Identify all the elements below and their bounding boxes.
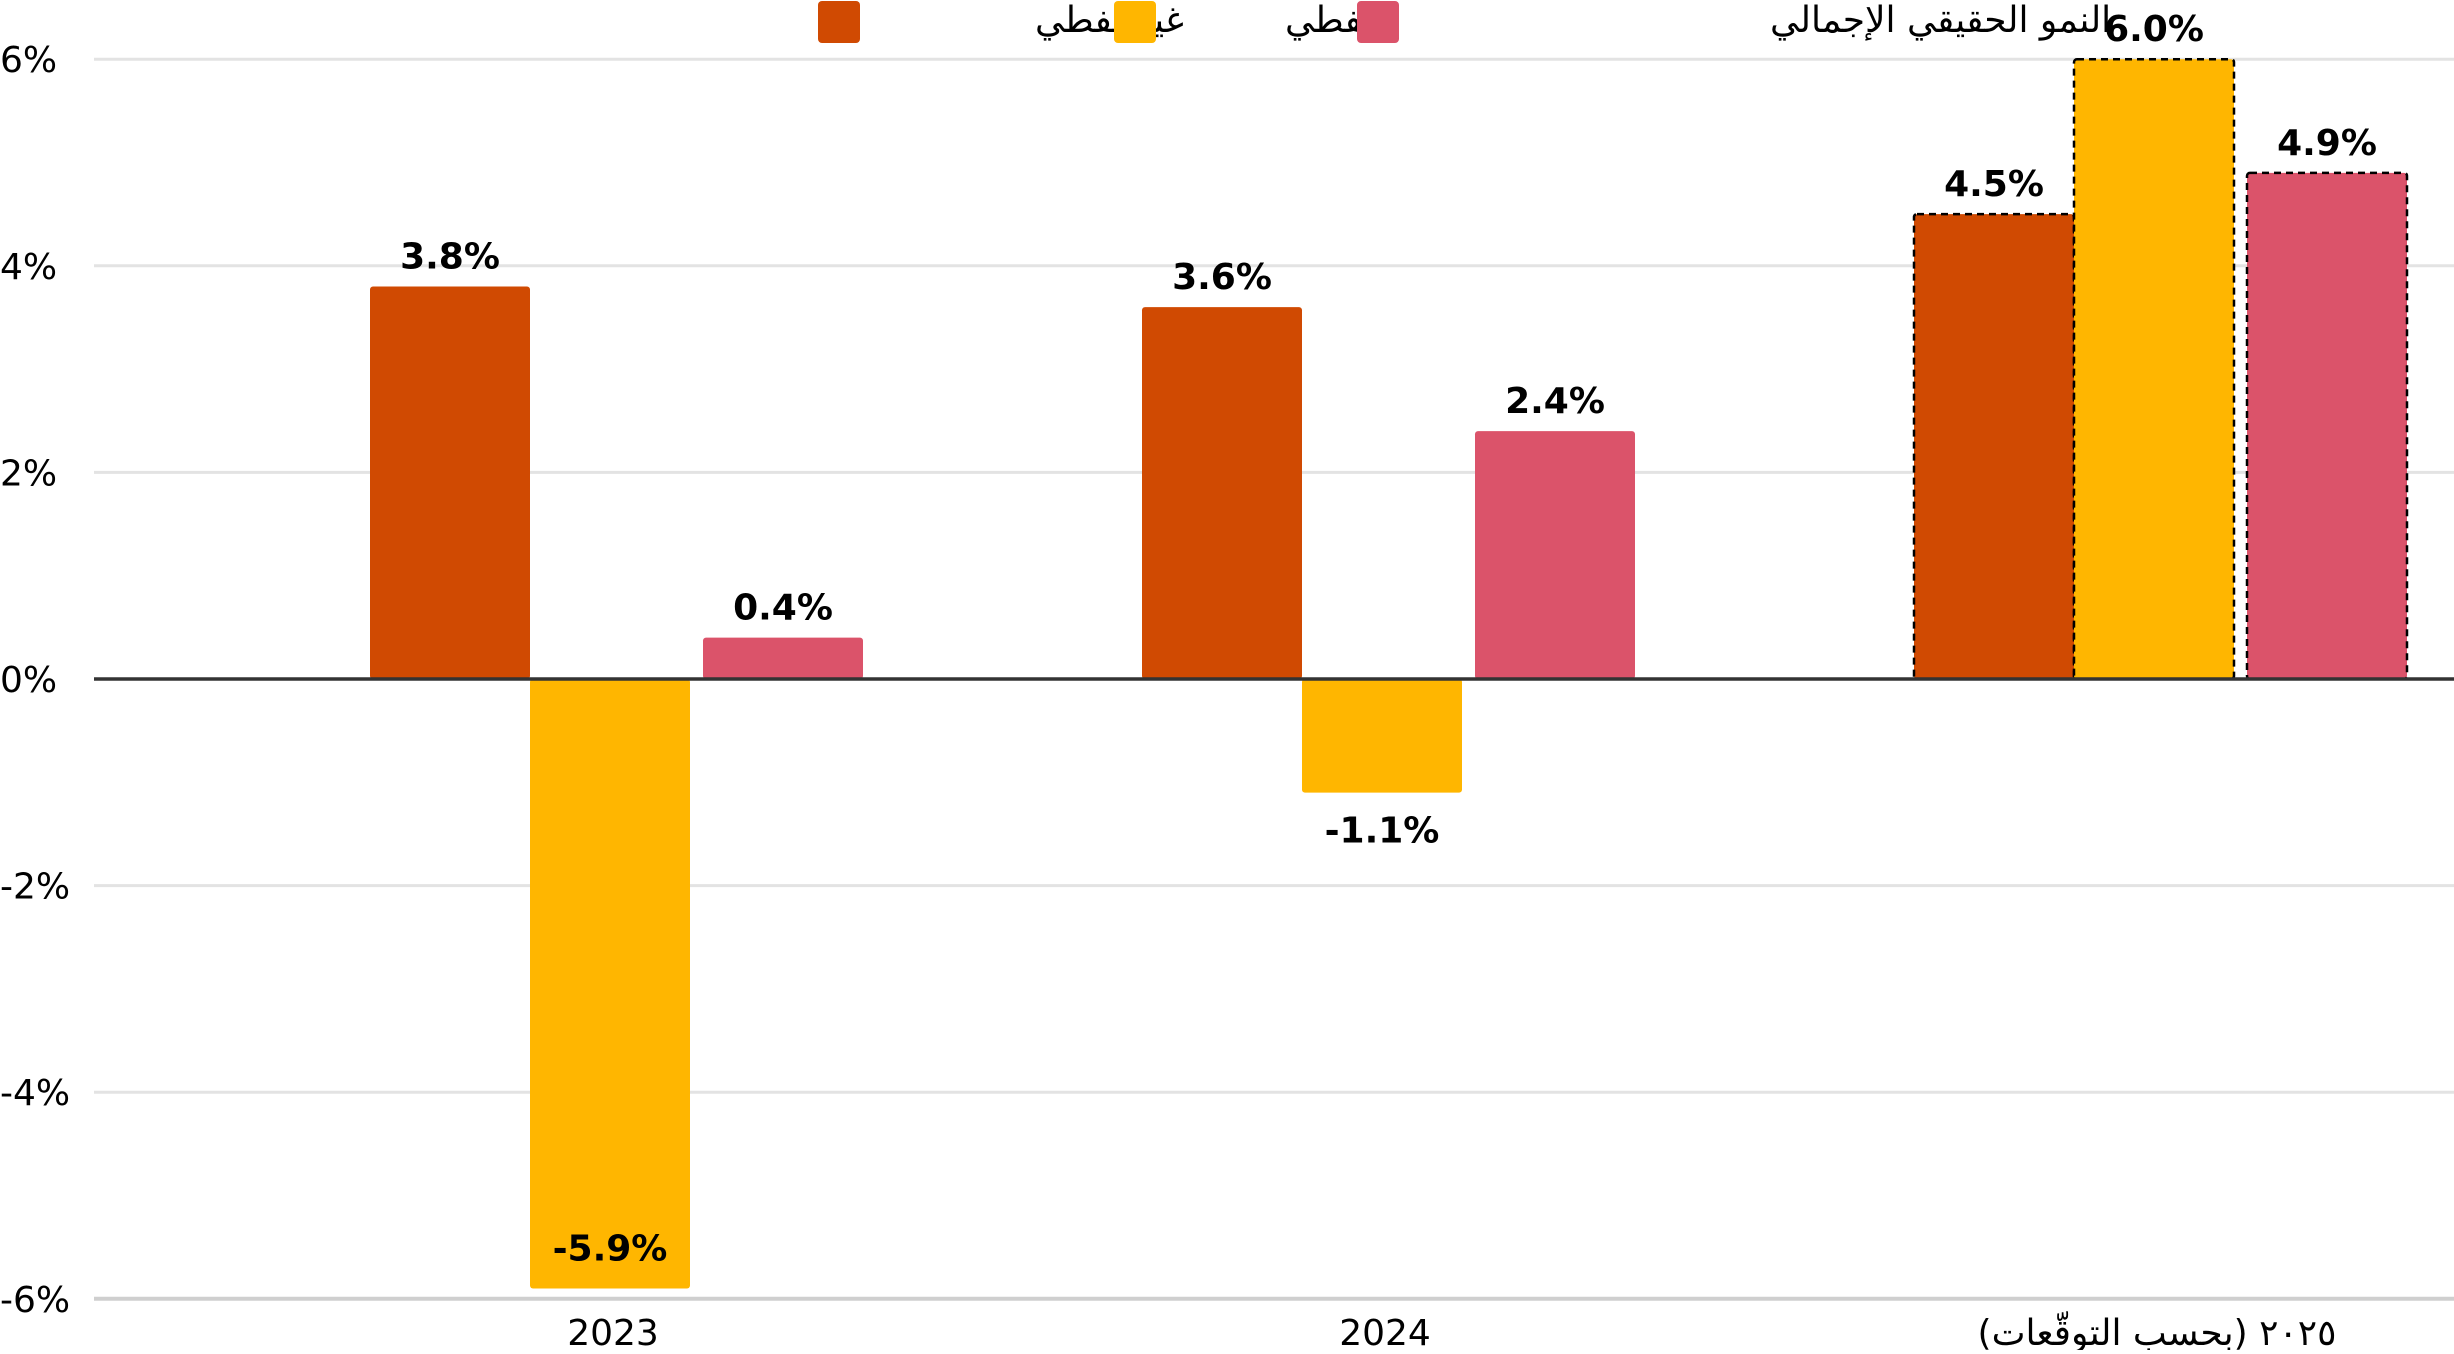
data-label: 2.4%: [1505, 381, 1605, 422]
x-tick-label: 2023: [567, 1313, 659, 1350]
y-tick-label: 2%: [0, 453, 57, 494]
legend-swatch: [1114, 1, 1156, 43]
data-label: 3.8%: [400, 236, 500, 277]
bar: [703, 637, 863, 679]
data-label: 4.9%: [2277, 123, 2377, 164]
y-tick-label: -4%: [0, 1073, 70, 1114]
bar: [1475, 431, 1635, 679]
data-label: 0.4%: [733, 588, 833, 629]
legend-swatch: [1357, 1, 1399, 43]
y-tick-label: -6%: [0, 1280, 70, 1321]
data-label: 4.5%: [1944, 164, 2044, 205]
legend-swatch: [818, 1, 860, 43]
bar: [370, 286, 530, 679]
bar: [1302, 679, 1462, 793]
bar: [1912, 212, 2076, 681]
data-label: -5.9%: [553, 1228, 668, 1269]
x-tick-label: 2024: [1339, 1313, 1431, 1350]
legend-label: النمو الحقيقي الإجمالي: [1770, 0, 2111, 41]
bar: [2072, 57, 2236, 681]
data-label: 6.0%: [2104, 9, 2204, 50]
y-tick-label: -2%: [0, 867, 70, 908]
data-label: -1.1%: [1325, 811, 1440, 852]
bar: [1142, 307, 1302, 679]
legend-label: غير نفطي: [1035, 0, 1184, 41]
bar: [530, 679, 690, 1289]
y-tick-label: 0%: [0, 660, 57, 701]
data-label: 3.6%: [1172, 257, 1272, 298]
x-tick-label: ٢٠٢٥ (بحسب التوقّعات): [1978, 1310, 2337, 1350]
y-tick-label: 6%: [0, 40, 57, 81]
y-tick-label: 4%: [0, 247, 57, 288]
bar: [2245, 171, 2409, 681]
